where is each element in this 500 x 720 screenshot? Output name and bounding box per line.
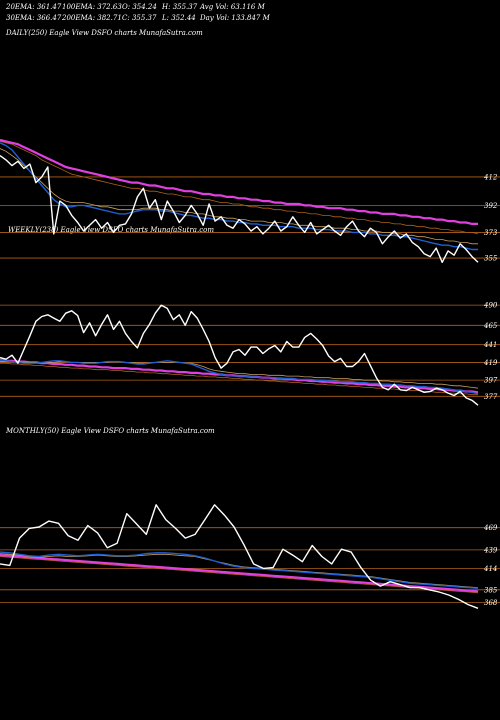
y-tick-label: 355 — [484, 255, 498, 263]
header-high: H: 355.37 — [162, 3, 198, 11]
price-line — [0, 504, 479, 609]
monthly-panel-title: MONTHLY(50) Eagle View DSFO charts Munaf… — [6, 427, 215, 435]
y-tick-label: 490 — [483, 302, 498, 310]
header-low: L: 352.44 — [162, 14, 196, 22]
ema-brown-line — [0, 141, 479, 235]
header-ema30: 30EMA: 366.47 — [6, 14, 62, 22]
ema-magenta-line — [0, 138, 478, 225]
ema-brown-line — [0, 362, 478, 396]
header-open: O: 354.24 — [122, 3, 157, 11]
y-tick-label: 465 — [483, 322, 498, 330]
y-tick-label: 439 — [483, 546, 498, 554]
monthly-chart: 469 439 414 385 368 — [0, 504, 500, 609]
header-avg-vol: Avg Vol: 63.116 M — [200, 3, 265, 11]
y-tick-label: 419 — [483, 359, 498, 367]
y-tick-label: 373 — [484, 229, 498, 237]
header-ema200: 200EMA: 382.71 — [62, 14, 122, 22]
header-day-vol: Day Vol: 133.847 M — [200, 14, 270, 22]
ema-blue-line — [0, 359, 479, 395]
header-ema100: 100EMA: 372.63 — [62, 3, 122, 11]
weekly-chart: 490 465 441 419 397 377 — [0, 302, 500, 406]
y-tick-label: 469 — [483, 524, 498, 532]
y-tick-label: 412 — [483, 173, 498, 181]
ema-tan-line — [0, 148, 478, 245]
price-line — [0, 155, 479, 263]
ema-blue-line — [0, 551, 479, 589]
y-tick-label: 441 — [483, 341, 497, 349]
ema-brown-line — [0, 556, 479, 594]
y-tick-label: 385 — [484, 586, 498, 594]
y-tick-label: 414 — [483, 565, 497, 573]
header-close: C: 355.37 — [122, 14, 157, 22]
weekly-panel-title: WEEKLY(238) Eagle View DSFO charts Munaf… — [8, 226, 214, 234]
header-ema20: 20EMA: 361.47 — [6, 3, 62, 11]
y-tick-label: 392 — [484, 202, 498, 210]
daily-panel-title: DAILY(250) Eagle View DSFO charts Munafa… — [6, 29, 203, 37]
y-tick-label: 377 — [484, 393, 498, 401]
daily-chart: 412 392 373 355 — [0, 138, 500, 263]
ema-magenta-line — [0, 554, 479, 593]
y-tick-label: 368 — [484, 599, 498, 607]
y-tick-label: 397 — [484, 377, 498, 385]
price-line — [0, 304, 479, 406]
